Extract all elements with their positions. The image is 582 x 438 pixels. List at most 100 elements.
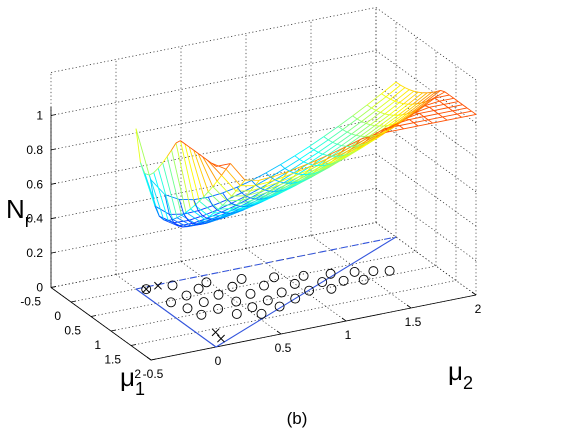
circle-marker (349, 266, 360, 277)
mesh-line (430, 97, 436, 101)
mesh-line (184, 143, 200, 202)
circle-marker (213, 303, 224, 314)
mesh-line (313, 164, 329, 173)
mesh-line (425, 90, 441, 102)
mesh-line (434, 97, 440, 102)
mesh-line (312, 164, 318, 167)
mesh-line (307, 165, 314, 171)
mesh-line (280, 164, 286, 169)
mesh-line (284, 158, 300, 169)
mesh-line (250, 185, 256, 192)
mesh-line (342, 129, 348, 133)
mesh-line (246, 198, 262, 205)
mesh-line (355, 136, 371, 145)
mesh-line (192, 222, 198, 225)
mesh-line (235, 204, 241, 207)
circle-marker (213, 289, 224, 300)
mesh-line (261, 194, 267, 200)
mesh-line (255, 176, 271, 186)
x-tick-label: 0 (54, 309, 61, 323)
mesh-line (337, 157, 343, 162)
mesh-line (212, 180, 218, 187)
circle-marker (201, 277, 212, 288)
mesh-line (175, 142, 191, 210)
mesh-line (313, 167, 319, 173)
mesh-line (286, 186, 292, 190)
mesh-line (352, 115, 358, 120)
mesh-line (384, 102, 400, 115)
cross-marker (211, 328, 220, 337)
mesh-line (368, 140, 373, 144)
mesh-line (312, 158, 328, 166)
mesh-line (221, 174, 237, 192)
mesh-line (411, 101, 427, 113)
mesh-line (264, 181, 270, 188)
mesh-line (365, 136, 371, 142)
mesh-line (175, 140, 181, 144)
mesh-line (176, 217, 192, 227)
z-tick-mark (50, 251, 57, 254)
mesh-line (355, 134, 361, 137)
mesh-line (466, 107, 472, 112)
mesh-line (380, 100, 396, 113)
mesh-line (371, 107, 377, 111)
mesh-line (336, 133, 352, 145)
mesh-line (371, 136, 377, 142)
mesh-line (316, 153, 332, 161)
mesh-line (283, 170, 299, 178)
mesh-line (453, 97, 459, 102)
mesh-line (366, 104, 372, 109)
mesh-line (213, 211, 229, 214)
mesh-line (323, 126, 339, 138)
circle-marker (269, 272, 280, 283)
mesh-line (379, 114, 395, 127)
circle-marker (166, 297, 176, 308)
mesh-line (272, 194, 278, 197)
mesh-line (397, 103, 413, 116)
mesh-line (331, 146, 347, 155)
circle-marker (231, 296, 242, 307)
wall-grid-line (375, 119, 477, 193)
mesh-line (385, 96, 391, 100)
mesh-line (135, 128, 141, 163)
mesh-line (222, 200, 228, 206)
mesh-line (317, 142, 333, 153)
mesh-line (305, 177, 311, 181)
mesh-line (236, 186, 242, 194)
mesh-line (294, 175, 310, 184)
wall-grid-line (375, 7, 477, 81)
mesh-line (443, 104, 449, 108)
mesh-line (270, 176, 276, 181)
mesh-line (298, 164, 313, 172)
mesh-line (404, 87, 410, 91)
mesh-line (227, 208, 233, 213)
mesh-line (393, 103, 409, 116)
mesh-line (380, 112, 386, 115)
mesh-line (243, 207, 249, 211)
mesh-line (193, 150, 209, 192)
mesh-line (461, 113, 477, 118)
mesh-line (376, 134, 382, 139)
z-tick-label: 0.4 (26, 212, 43, 226)
mesh-line (291, 184, 297, 188)
mesh-line (390, 98, 396, 102)
wall-grid-line (50, 222, 377, 288)
mesh-line (418, 91, 423, 94)
mesh-line (253, 203, 259, 206)
mesh-line (254, 181, 270, 187)
domain-edge-line (215, 236, 397, 348)
mesh-line (206, 159, 212, 164)
mesh-line (163, 219, 179, 227)
mesh-line (268, 196, 273, 199)
mesh-line (356, 118, 362, 122)
mesh-line (312, 159, 318, 166)
wall-grid-line (375, 187, 477, 261)
mesh-line (241, 184, 257, 194)
mesh-line (310, 174, 316, 178)
mesh-line (231, 195, 247, 204)
mesh-line (234, 210, 240, 213)
mesh-line (240, 179, 246, 186)
mesh-line (150, 179, 156, 207)
circle-marker (262, 295, 273, 306)
